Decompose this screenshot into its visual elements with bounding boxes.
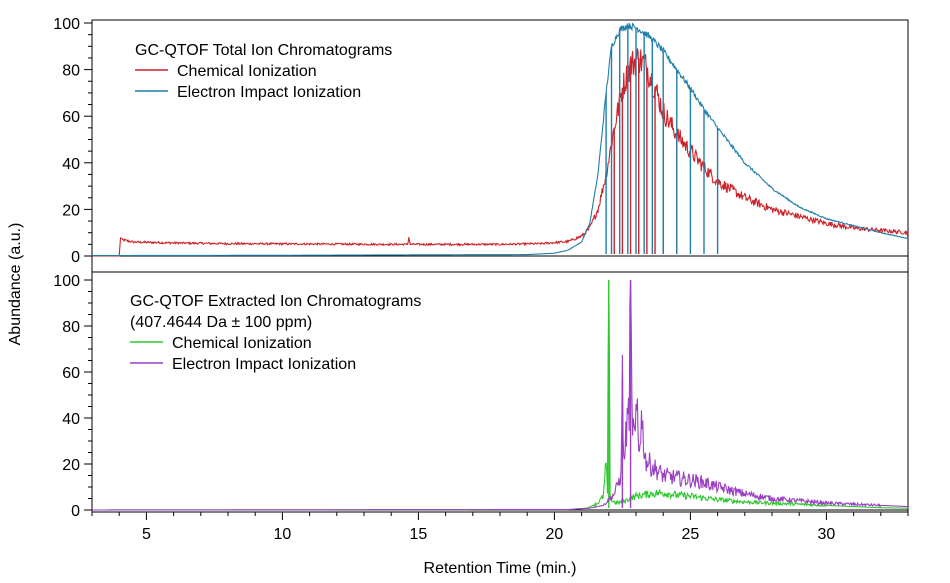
y-axis-title: Abundance (a.u.) <box>7 223 24 346</box>
y-tick-label-0-40: 40 <box>62 156 80 173</box>
x-tick-label-25: 25 <box>682 526 700 543</box>
x-tick-label-30: 30 <box>818 526 836 543</box>
y-tick-label-0-80: 80 <box>62 63 80 80</box>
y-tick-label-1-40: 40 <box>62 411 80 428</box>
legend-subtitle-1: (407.4644 Da ± 100 ppm) <box>130 314 312 331</box>
series-layer <box>92 22 909 511</box>
series-line-1-1 <box>92 279 909 511</box>
y-tick-label-1-80: 80 <box>62 319 80 336</box>
legend-label-1-1: Electron Impact Ionization <box>172 356 356 373</box>
legend-label-0-1: Electron Impact Ionization <box>177 84 361 101</box>
x-axis-title: Retention Time (min.) <box>424 560 577 577</box>
series-line-0-0 <box>92 48 909 257</box>
legend-label-0-0: Chemical Ionization <box>177 63 317 80</box>
x-tick-label-5: 5 <box>142 526 151 543</box>
y-tick-label-0-20: 20 <box>62 202 80 219</box>
series-line-0-1 <box>92 22 909 257</box>
y-tick-label-0-0: 0 <box>71 249 80 266</box>
x-tick-label-10: 10 <box>274 526 292 543</box>
y-tick-label-1-0: 0 <box>71 503 80 520</box>
y-tick-label-0-100: 100 <box>53 16 80 33</box>
x-tick-label-15: 15 <box>410 526 428 543</box>
legend-title-1: GC-QTOF Extracted Ion Chromatograms <box>130 293 421 310</box>
y-tick-label-1-100: 100 <box>53 273 80 290</box>
y-tick-label-0-60: 60 <box>62 109 80 126</box>
y-tick-label-1-60: 60 <box>62 365 80 382</box>
legend-layer: GC-QTOF Total Ion Chromatograms Chemical … <box>130 42 421 373</box>
legend-title-0: GC-QTOF Total Ion Chromatograms <box>135 42 392 59</box>
legend-label-1-0: Chemical Ionization <box>172 335 312 352</box>
x-tick-label-20: 20 <box>546 526 564 543</box>
y-tick-label-1-20: 20 <box>62 457 80 474</box>
